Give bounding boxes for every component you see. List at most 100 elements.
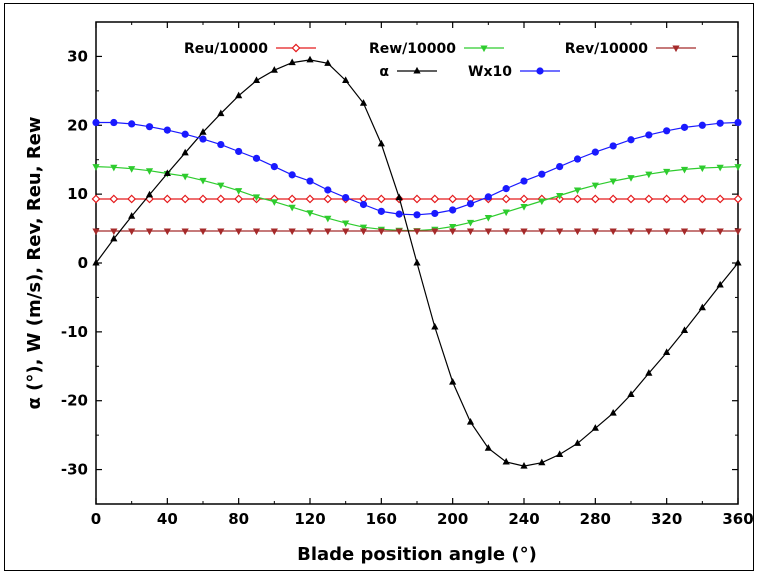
y-tick-label: 10	[67, 185, 88, 203]
data-point	[92, 195, 99, 202]
data-point	[556, 450, 563, 457]
data-point	[253, 76, 260, 83]
data-point	[503, 185, 510, 192]
data-point	[396, 211, 403, 218]
data-point	[253, 155, 260, 162]
data-point	[610, 142, 617, 149]
data-point	[271, 228, 278, 235]
data-point	[467, 418, 474, 425]
data-point	[610, 228, 617, 235]
data-point	[110, 228, 117, 235]
data-point	[556, 228, 563, 235]
data-point	[146, 228, 153, 235]
legend-label: Wx10	[468, 64, 512, 80]
data-point	[182, 131, 189, 138]
data-point	[431, 228, 438, 235]
data-point	[627, 195, 634, 202]
data-point	[449, 206, 456, 213]
y-tick-label: 20	[67, 116, 88, 134]
data-point	[734, 119, 741, 126]
data-point	[235, 92, 242, 99]
data-point	[217, 141, 224, 148]
data-point	[199, 228, 206, 235]
data-point	[503, 228, 510, 235]
data-point	[645, 131, 652, 138]
data-point	[699, 228, 706, 235]
series-4	[92, 119, 741, 218]
data-point	[627, 136, 634, 143]
data-point	[717, 165, 724, 172]
data-point	[289, 171, 296, 178]
data-point	[128, 195, 135, 202]
legend-label: Reu/10000	[184, 41, 268, 57]
data-point	[378, 195, 385, 202]
data-point	[413, 195, 420, 202]
data-point	[360, 201, 367, 208]
data-point	[485, 193, 492, 200]
data-point	[467, 200, 474, 207]
data-point	[164, 195, 171, 202]
legend-swatch-marker	[480, 45, 487, 52]
data-point	[663, 195, 670, 202]
data-point	[110, 195, 117, 202]
y-tick-label: 30	[67, 47, 88, 65]
data-point	[306, 177, 313, 184]
data-point	[235, 148, 242, 155]
data-point	[235, 228, 242, 235]
data-point	[324, 186, 331, 193]
x-axis-label: Blade position angle (°)	[297, 544, 537, 565]
data-point	[610, 195, 617, 202]
data-point	[378, 208, 385, 215]
y-tick-label: -10	[61, 323, 88, 341]
data-point	[574, 439, 581, 446]
data-point	[360, 228, 367, 235]
x-tick-label: 240	[508, 510, 539, 528]
data-point	[485, 228, 492, 235]
data-point	[699, 195, 706, 202]
data-point	[734, 259, 741, 266]
data-point	[342, 228, 349, 235]
data-point	[271, 163, 278, 170]
data-point	[164, 228, 171, 235]
data-point	[146, 123, 153, 130]
data-point	[413, 228, 420, 235]
data-point	[699, 122, 706, 129]
data-point	[717, 228, 724, 235]
data-point	[467, 228, 474, 235]
data-point	[217, 228, 224, 235]
x-tick-label: 320	[651, 510, 682, 528]
data-point	[520, 195, 527, 202]
data-point	[520, 177, 527, 184]
data-point	[431, 323, 438, 330]
data-point	[164, 127, 171, 134]
x-tick-label: 160	[366, 510, 397, 528]
data-point	[734, 164, 741, 171]
data-point	[413, 211, 420, 218]
legend-swatch-marker	[413, 67, 420, 74]
data-point	[182, 228, 189, 235]
data-point	[592, 228, 599, 235]
y-tick-label: 0	[78, 254, 88, 272]
data-point	[538, 171, 545, 178]
series-3	[92, 56, 741, 469]
data-point	[663, 127, 670, 134]
legend-label: α	[379, 64, 389, 80]
data-point	[592, 149, 599, 156]
data-point	[663, 228, 670, 235]
series-0	[92, 195, 741, 202]
data-point	[538, 228, 545, 235]
data-point	[627, 228, 634, 235]
data-point	[396, 193, 403, 200]
data-point	[306, 56, 313, 63]
x-tick-label: 280	[580, 510, 611, 528]
data-point	[431, 210, 438, 217]
data-point	[92, 228, 99, 235]
x-tick-label: 80	[228, 510, 249, 528]
data-point	[449, 378, 456, 385]
data-point	[592, 424, 599, 431]
data-point	[520, 228, 527, 235]
data-point	[306, 195, 313, 202]
data-point	[574, 195, 581, 202]
data-point	[306, 228, 313, 235]
data-point	[592, 195, 599, 202]
